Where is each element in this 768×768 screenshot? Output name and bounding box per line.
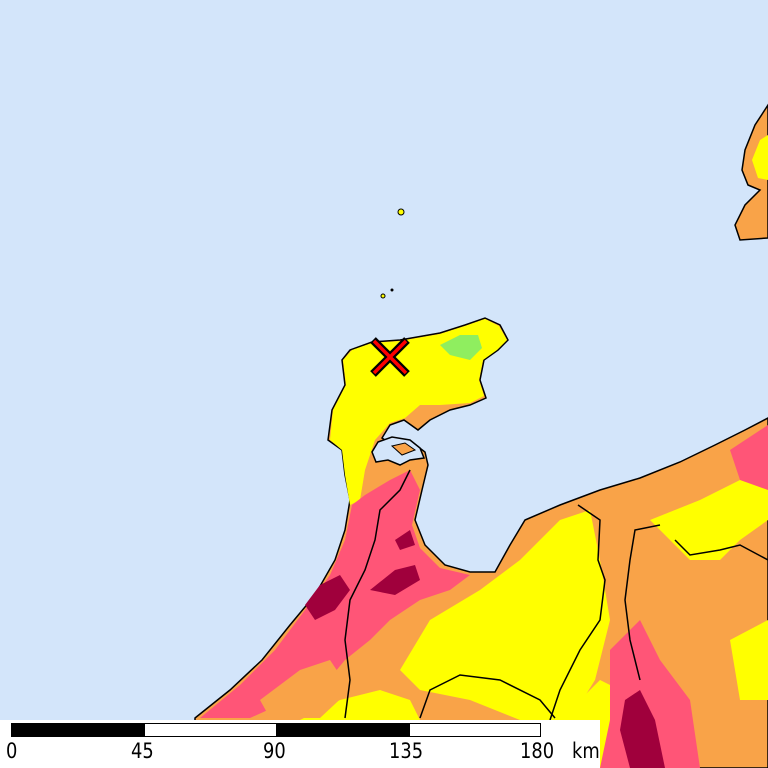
scale-tick-label: 135 (389, 739, 424, 763)
prefecture-borders (344, 469, 768, 721)
sado-island (734, 103, 768, 241)
x-mark-icon (370, 337, 410, 377)
scale-tick-label: 180 (520, 739, 555, 763)
scale-tick-label: 0 (6, 739, 18, 763)
scale-segment (144, 723, 277, 737)
scale-tick-label: 45 (131, 739, 154, 763)
scale-tick-label: 90 (263, 739, 286, 763)
scale-segment (409, 723, 541, 737)
island (397, 208, 405, 216)
zone-lowest (440, 335, 482, 360)
zone-highest (305, 575, 350, 620)
scale-unit: km (572, 739, 600, 763)
island (390, 288, 394, 292)
island (380, 293, 386, 299)
zone-low (330, 319, 507, 505)
scale-bar: 0 45 90 135 180 km (0, 720, 600, 768)
scale-segment (276, 723, 410, 737)
scale-segment (11, 723, 145, 737)
